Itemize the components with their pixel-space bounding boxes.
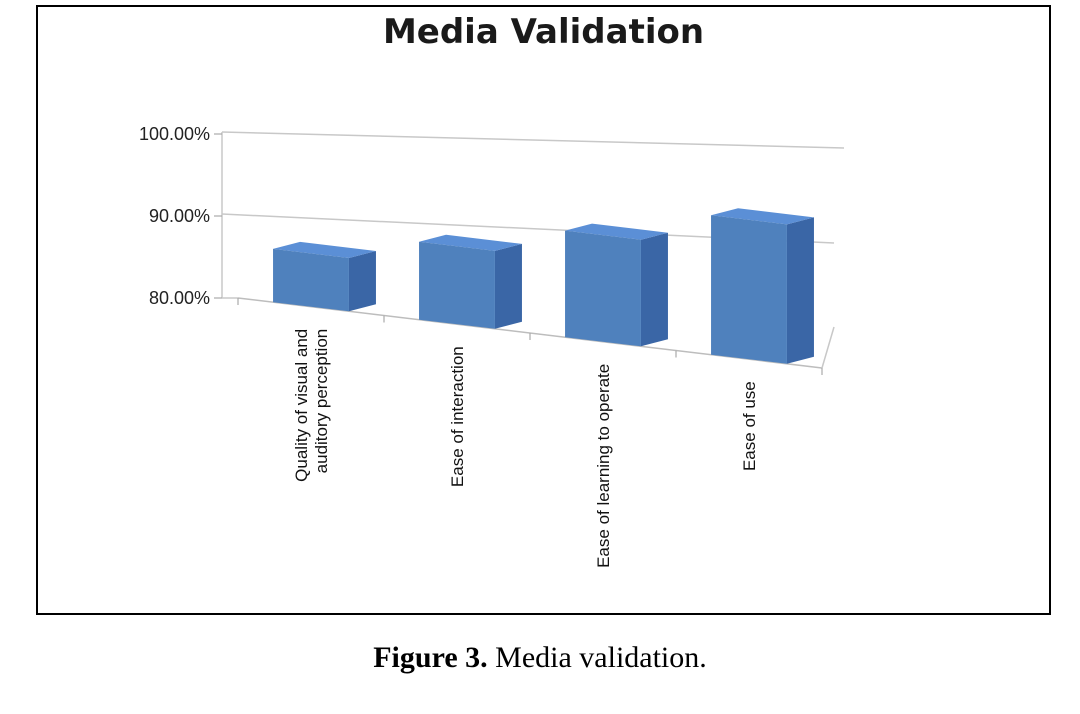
bar <box>711 215 787 364</box>
bar-side <box>494 243 522 329</box>
caption-text: Media validation. <box>487 641 707 674</box>
bar-side <box>786 217 814 364</box>
chart-plot: 80.00% 90.00% 100.00% Quality of visual and… <box>139 124 845 568</box>
chart-title: Media Validation <box>382 12 705 52</box>
y-tick-label: 100.00% <box>139 124 210 144</box>
bar <box>273 248 349 312</box>
bar-top <box>419 234 522 251</box>
x-tick-label: Quality of visual and <box>292 329 311 482</box>
figure-caption: Figure 3. Media validation. <box>0 641 1080 675</box>
x-tick-label: Ease of interaction <box>448 346 467 487</box>
bar-side <box>348 251 376 312</box>
gridline-100 <box>221 131 845 149</box>
x-tick-label: Ease of learning to operate <box>594 364 613 568</box>
bar <box>565 230 641 347</box>
bar-top <box>273 241 376 258</box>
x-tick-label: Ease of use <box>740 381 759 471</box>
floor-right-edge <box>821 326 835 369</box>
bar-side <box>640 232 668 347</box>
y-tick-label: 80.00% <box>149 288 210 308</box>
caption-label: Figure 3. <box>373 641 488 674</box>
bar-top <box>711 208 814 225</box>
x-tick-label: auditory perception <box>312 329 331 474</box>
y-tick-label: 90.00% <box>149 206 210 226</box>
bar-top <box>565 223 668 240</box>
figure-frame: Media Validation 80.00% 90.00% 100.00% Qual… <box>36 5 1051 615</box>
bar <box>419 241 495 329</box>
